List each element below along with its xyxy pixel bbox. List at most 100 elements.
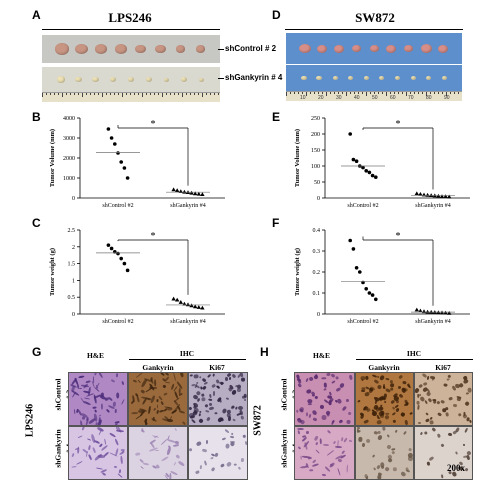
cell-nucleus [173,461,176,466]
title-rule-right [285,29,463,30]
ihc-row-label-gankyrin-right: shGankyrin [279,429,289,468]
cell-nucleus [431,427,436,432]
cell-nucleus [228,376,232,381]
cell-nucleus [466,454,471,460]
data-point [171,187,176,192]
micrograph-lps246-ki67-control [188,372,248,426]
y-tick-label: 2000 [63,156,75,162]
cell-nucleus [204,410,210,414]
ruler-tick [62,93,63,97]
cell-nucleus [135,395,140,402]
data-point [178,300,183,304]
cell-nucleus [373,430,379,436]
ihc-col-he-left: H&E [86,351,105,360]
ruler-tick [346,92,347,96]
cell-nucleus [87,454,93,461]
tumor [420,44,432,53]
chart-c-tumor-weight: 0 0.5 1 1.5 2 2.5 Tumor weight (g) shControl #2… [49,228,225,325]
ruler-tick [434,92,435,94]
tumor-photo-sw872-control [286,33,462,64]
cell-nucleus [75,460,83,465]
ihc-row-label-gankyrin-left: shGankyrin [53,429,63,468]
ruler-tick [406,92,407,96]
data-point [106,127,111,131]
ihc-col-gankyrin-left: Gankyrin [142,363,174,372]
ihc-group-label-right: SW872 [252,405,264,436]
ruler-tick [358,92,359,94]
cell-nucleus [454,451,458,456]
tumor [298,43,311,54]
cell-nucleus [215,385,221,390]
ruler-digit: 80 [426,95,432,101]
tumor [438,44,449,53]
ruler-tick [390,92,391,94]
ruler-tick [286,92,287,96]
ruler-tick [310,92,311,94]
ruler-tick [318,92,319,94]
cell-nucleus [312,417,318,422]
ruler-digit: 20 [318,95,324,101]
cell-nucleus [363,419,369,424]
tumor [135,44,147,54]
cell-nucleus [167,418,174,422]
cell-nucleus [189,374,193,378]
y-tick-label: 0.4 [313,228,321,234]
ruler-tick [426,92,427,96]
ruler-tick [170,93,171,95]
cell-nucleus [224,376,229,382]
cell-nucleus [202,385,208,391]
tumor [155,44,167,54]
cell-nucleus [229,435,234,440]
data-point [182,189,187,194]
cell-nucleus [360,378,364,382]
tumor [95,44,108,54]
cell-nucleus [315,442,319,447]
cell-nucleus [190,418,196,424]
chart-f-tumor-weight: 0 0.1 0.2 0.3 0.4 Tumor weight (g) shControl #… [294,228,470,325]
cell-nucleus [337,467,342,476]
cell-nucleus [324,382,328,388]
ruler-tick [342,92,343,94]
magnification-label: 200x [447,463,465,473]
cell-nucleus [391,450,396,454]
ruler-tick [214,93,215,95]
ihc-col-ki67-left: Ki67 [209,363,225,372]
ruler-tick [122,93,123,97]
cell-nucleus [154,449,159,452]
tumor [426,76,432,80]
tumor [195,45,205,53]
cell-nucleus [94,373,98,376]
ruler-digit: 70 [408,95,414,101]
cell-nucleus [101,403,104,411]
cell-nucleus [225,397,230,401]
panel-letter-e: E [272,110,281,124]
cell-nucleus [243,398,247,402]
cell-nucleus [334,446,342,449]
cell-nucleus [365,438,371,444]
cell-nucleus [392,411,397,416]
ruler-tick [394,92,395,94]
data-point [439,194,445,198]
cell-nucleus [181,421,186,425]
cell-nucleus [323,387,327,391]
cell-nucleus [424,400,428,405]
ruler-tick [414,92,415,94]
cell-nucleus [120,398,125,405]
category-label: shControl #2 [102,319,133,325]
y-tick-label: 250 [311,116,320,122]
cell-nucleus [378,430,382,434]
cell-nucleus [121,381,125,386]
cell-nucleus [198,413,202,418]
ruler-tick [186,93,187,95]
ruler-tick [50,93,51,95]
cell-nucleus [211,466,216,472]
ruler-tick [98,93,99,95]
cell-nucleus [212,373,215,377]
cell-nucleus [297,429,301,434]
cell-nucleus [415,387,420,394]
ruler-tick [126,93,127,95]
cell-nucleus [427,397,433,403]
cell-nucleus [113,401,117,408]
tumor [198,77,204,82]
cell-nucleus [325,373,331,377]
